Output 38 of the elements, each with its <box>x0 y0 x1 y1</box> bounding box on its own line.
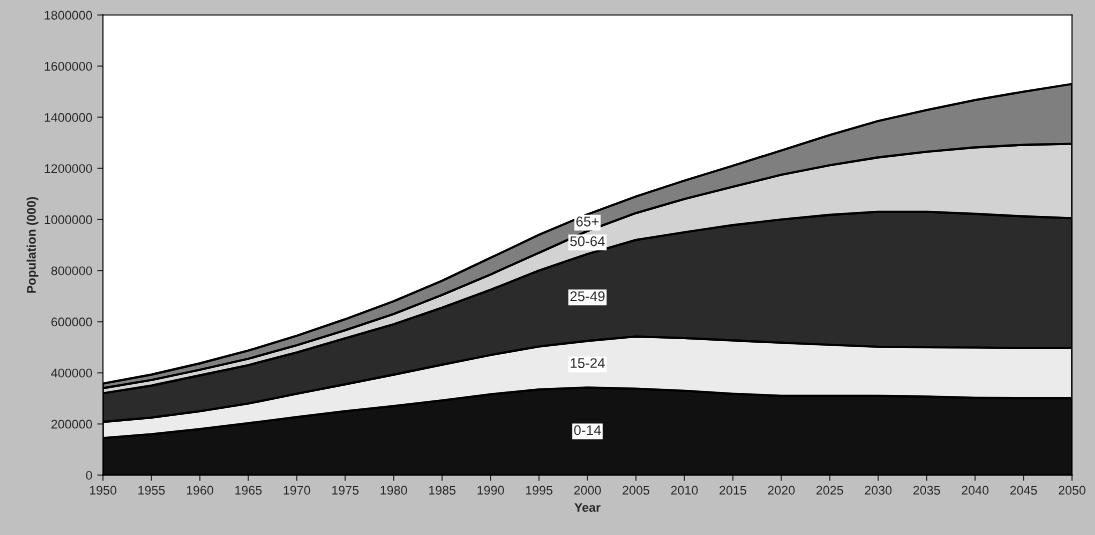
x-tick-label: 1960 <box>186 485 214 495</box>
x-tick-label: 2010 <box>671 485 698 495</box>
y-tick-label: 600000 <box>51 317 93 327</box>
x-tick-label: 1950 <box>89 485 117 495</box>
x-tick-label: 1955 <box>138 485 165 495</box>
series-label: 65+ <box>576 216 599 227</box>
series-label: 15-24 <box>570 358 605 368</box>
x-tick-label: 2005 <box>622 485 650 495</box>
series-label: 0-14 <box>574 425 601 436</box>
x-tick-label: 2050 <box>1058 485 1086 495</box>
x-tick-label: 1995 <box>526 485 553 495</box>
x-tick-label: 2035 <box>913 485 941 495</box>
y-tick-label: 1400000 <box>44 113 93 122</box>
x-tick-label: 2020 <box>768 485 795 495</box>
y-tick-label: 800000 <box>51 266 93 276</box>
x-tick-label: 1970 <box>283 485 311 495</box>
series-label: 50-64 <box>570 236 605 247</box>
y-tick-label: 1000000 <box>44 215 93 225</box>
x-tick-label: 2000 <box>574 485 601 495</box>
series-label: 25-49 <box>570 291 605 302</box>
y-tick-label: 200000 <box>51 419 93 429</box>
y-tick-label: 1800000 <box>44 10 93 20</box>
x-tick-label: 2045 <box>1010 485 1037 495</box>
y-axis-title: Population (000) <box>26 197 39 293</box>
x-tick-label: 2015 <box>719 485 747 495</box>
y-tick-label: 1600000 <box>44 61 93 71</box>
x-tick-label: 1975 <box>332 485 359 495</box>
x-tick-label: 2025 <box>816 485 844 495</box>
x-tick-label: 1990 <box>477 485 504 495</box>
x-axis-title: Year <box>574 503 601 512</box>
y-tick-label: 1200000 <box>44 164 93 173</box>
x-tick-label: 1985 <box>429 485 456 495</box>
y-tick-label: 400000 <box>51 368 93 378</box>
y-tick-label: 0 <box>86 470 93 480</box>
x-tick-label: 2030 <box>864 485 892 495</box>
x-tick-label: 1980 <box>380 485 408 495</box>
x-tick-label: 2040 <box>961 485 989 495</box>
x-tick-label: 1965 <box>235 485 262 495</box>
